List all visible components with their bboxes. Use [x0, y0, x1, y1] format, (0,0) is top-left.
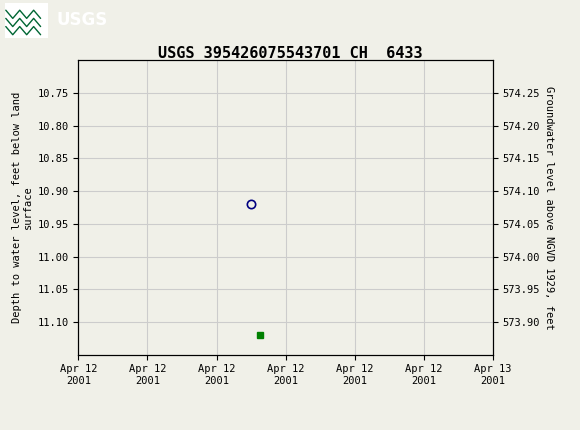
- Text: USGS: USGS: [57, 12, 108, 29]
- Text: USGS 395426075543701 CH  6433: USGS 395426075543701 CH 6433: [158, 46, 422, 61]
- FancyBboxPatch shape: [5, 3, 48, 37]
- Y-axis label: Depth to water level, feet below land
surface: Depth to water level, feet below land su…: [12, 92, 33, 323]
- Y-axis label: Groundwater level above NGVD 1929, feet: Groundwater level above NGVD 1929, feet: [545, 86, 554, 329]
